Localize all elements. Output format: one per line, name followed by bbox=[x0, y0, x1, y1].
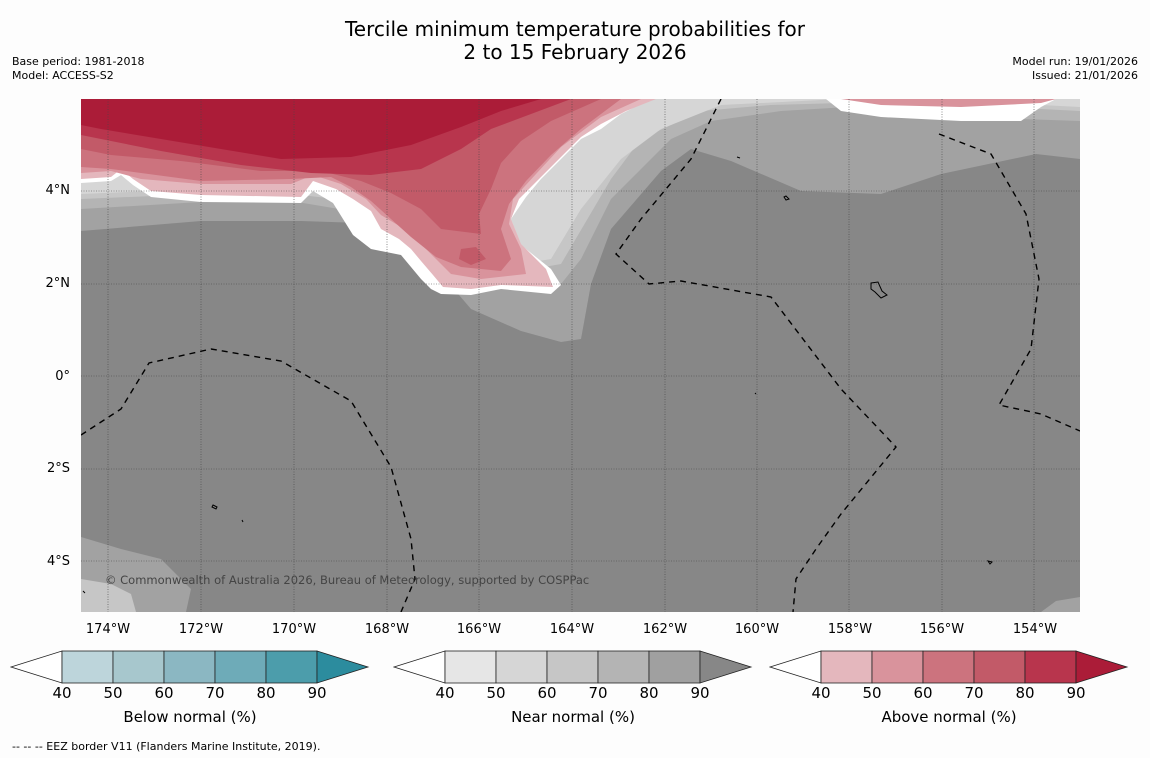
colorbar-below bbox=[10, 650, 370, 684]
base-period: Base period: 1981-2018 bbox=[12, 55, 145, 68]
above-90-region bbox=[81, 99, 541, 159]
lon-label-156w: 156°W bbox=[919, 622, 965, 637]
issued-date: Issued: 21/01/2026 bbox=[1031, 69, 1138, 82]
lat-label-4n: 4°N bbox=[45, 183, 71, 198]
above-tick-90: 90 bbox=[1066, 684, 1086, 702]
below-extend-high bbox=[316, 650, 370, 684]
eez-footnote: -- -- -- EEZ border V11 (Flanders Marine… bbox=[12, 740, 321, 753]
near-normal-label: Near normal (%) bbox=[511, 708, 635, 726]
lon-label-158w: 158°W bbox=[827, 622, 873, 637]
colorbar-above bbox=[769, 650, 1129, 684]
above-tick-70: 70 bbox=[964, 684, 984, 702]
chart-title: Tercile minimum temperature probabilitie… bbox=[0, 18, 1150, 64]
near-tick-80: 80 bbox=[639, 684, 659, 702]
lat-label-2n: 2°N bbox=[45, 276, 71, 291]
above-80-east bbox=[841, 99, 1056, 107]
above-tick-40: 40 bbox=[811, 684, 831, 702]
lon-label-174w: 174°W bbox=[85, 622, 131, 637]
colorbar-near bbox=[393, 650, 753, 684]
below-normal-label: Below normal (%) bbox=[123, 708, 257, 726]
near-bin-60-70 bbox=[546, 650, 599, 684]
below-tick-50: 50 bbox=[103, 684, 123, 702]
near-bin-50-60 bbox=[495, 650, 548, 684]
above-tick-60: 60 bbox=[913, 684, 933, 702]
graticule bbox=[81, 99, 1080, 612]
lon-label-162w: 162°W bbox=[642, 622, 688, 637]
below-bin-70-80 bbox=[214, 650, 267, 684]
above-bin-50-60 bbox=[871, 650, 924, 684]
near-bin-70-80 bbox=[597, 650, 650, 684]
below-tick-90: 90 bbox=[307, 684, 327, 702]
below-bin-80-90 bbox=[265, 650, 318, 684]
title-line-2: 2 to 15 February 2026 bbox=[463, 40, 687, 64]
lon-label-154w: 154°W bbox=[1012, 622, 1058, 637]
above-extend-high bbox=[1075, 650, 1129, 684]
below-tick-40: 40 bbox=[52, 684, 72, 702]
near-tick-40: 40 bbox=[435, 684, 455, 702]
model-run: Model run: 19/01/2026 bbox=[1012, 55, 1138, 68]
copyright-text: © Commonwealth of Australia 2026, Bureau… bbox=[105, 573, 589, 587]
above-normal-label: Above normal (%) bbox=[881, 708, 1017, 726]
below-bin-50-60 bbox=[112, 650, 165, 684]
near-tick-60: 60 bbox=[537, 684, 557, 702]
near-tick-90: 90 bbox=[690, 684, 710, 702]
lon-label-164w: 164°W bbox=[549, 622, 595, 637]
meta-right: Model run: 19/01/2026 Issued: 21/01/2026 bbox=[1012, 55, 1138, 83]
above-bin-60-70 bbox=[922, 650, 975, 684]
lat-label-0: 0° bbox=[55, 369, 70, 384]
lon-label-166w: 166°W bbox=[456, 622, 502, 637]
above-tick-50: 50 bbox=[862, 684, 882, 702]
lat-label-2s: 2°S bbox=[46, 461, 70, 476]
near-bin-40-50 bbox=[444, 650, 497, 684]
near-tick-50: 50 bbox=[486, 684, 506, 702]
probability-map: © Commonwealth of Australia 2026, Bureau… bbox=[81, 99, 1080, 612]
above-bin-70-80 bbox=[973, 650, 1026, 684]
near-tick-70: 70 bbox=[588, 684, 608, 702]
model-name: Model: ACCESS-S2 bbox=[12, 69, 114, 82]
title-line-1: Tercile minimum temperature probabilitie… bbox=[344, 17, 806, 41]
lon-label-160w: 160°W bbox=[734, 622, 780, 637]
near-patch-southeast bbox=[1041, 597, 1080, 612]
above-bin-40-50 bbox=[820, 650, 873, 684]
below-tick-60: 60 bbox=[154, 684, 174, 702]
below-extend-low bbox=[10, 650, 63, 684]
eez-borders bbox=[81, 99, 1080, 612]
lon-label-172w: 172°W bbox=[178, 622, 224, 637]
below-tick-70: 70 bbox=[205, 684, 225, 702]
lat-label-4s: 4°S bbox=[46, 554, 70, 569]
near-extend-low bbox=[393, 650, 446, 684]
above-bin-80-90 bbox=[1024, 650, 1077, 684]
near-bin-80-90 bbox=[648, 650, 701, 684]
above-tick-80: 80 bbox=[1015, 684, 1035, 702]
below-bin-60-70 bbox=[163, 650, 216, 684]
above-extend-low bbox=[769, 650, 822, 684]
below-bin-40-50 bbox=[61, 650, 114, 684]
lon-label-170w: 170°W bbox=[271, 622, 317, 637]
islands bbox=[82, 156, 993, 594]
lon-label-168w: 168°W bbox=[364, 622, 410, 637]
meta-left: Base period: 1981-2018 Model: ACCESS-S2 bbox=[12, 55, 144, 83]
near-extend-high bbox=[699, 650, 753, 684]
below-tick-80: 80 bbox=[256, 684, 276, 702]
near-patch-southwest-inner bbox=[81, 579, 136, 612]
